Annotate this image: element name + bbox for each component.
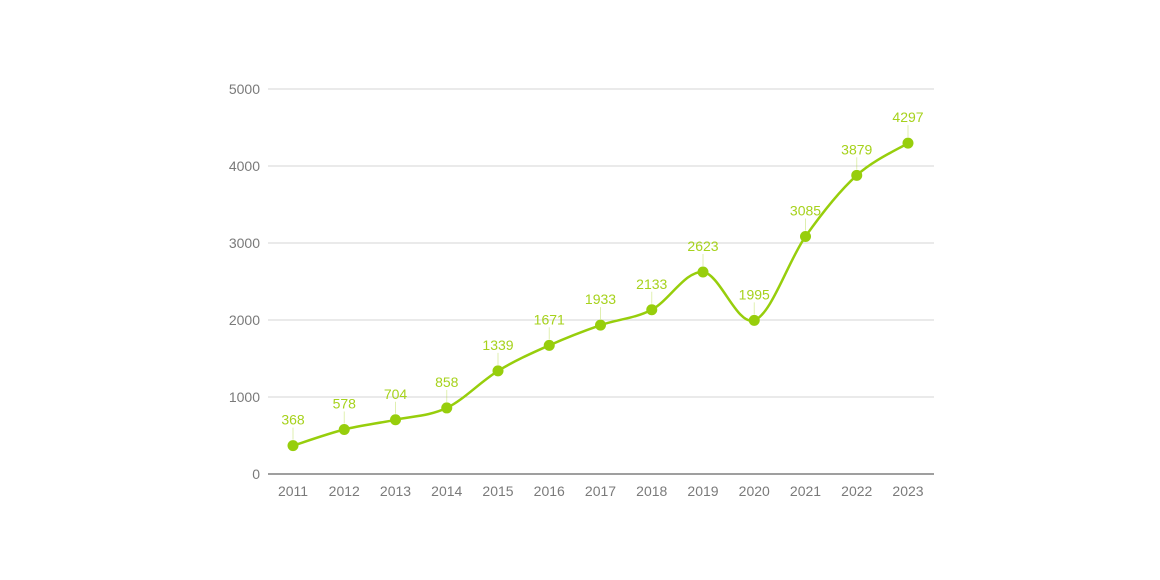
y-axis-ticks: 0 1000 2000 3000 4000 5000 xyxy=(229,81,260,482)
data-point xyxy=(697,266,709,278)
y-tick-label: 0 xyxy=(252,466,260,482)
data-point xyxy=(338,423,350,435)
data-label: 578 xyxy=(333,395,357,411)
y-tick-label: 4000 xyxy=(229,158,260,174)
data-point xyxy=(902,137,914,149)
x-tick-label: 2011 xyxy=(278,483,308,499)
x-tick-label: 2018 xyxy=(636,483,667,499)
data-labels: 368 578 704 858 1339 1671 1933 2133 2623 1995 3085… xyxy=(281,109,923,428)
y-tick-label: 1000 xyxy=(229,389,260,405)
data-point xyxy=(441,402,453,414)
data-point xyxy=(748,314,760,326)
x-tick-label: 2012 xyxy=(329,483,360,499)
y-tick-label: 5000 xyxy=(229,81,260,97)
x-tick-label: 2016 xyxy=(534,483,565,499)
data-label: 858 xyxy=(435,374,459,390)
data-label: 1995 xyxy=(739,286,770,302)
x-tick-label: 2017 xyxy=(585,483,616,499)
x-tick-label: 2021 xyxy=(790,483,821,499)
gridlines xyxy=(268,88,934,475)
data-label: 1933 xyxy=(585,291,616,307)
x-tick-label: 2015 xyxy=(482,483,513,499)
data-label: 368 xyxy=(281,412,305,428)
data-label: 3879 xyxy=(841,141,872,157)
x-tick-label: 2023 xyxy=(892,483,923,499)
data-point xyxy=(646,304,658,316)
data-label: 704 xyxy=(384,386,408,402)
data-label: 2623 xyxy=(687,238,718,254)
data-points xyxy=(287,137,914,452)
data-point xyxy=(287,440,299,452)
label-leaders xyxy=(292,125,909,440)
x-tick-label: 2022 xyxy=(841,483,872,499)
data-point xyxy=(390,414,401,426)
data-label: 2133 xyxy=(636,276,667,292)
x-tick-label: 2019 xyxy=(687,483,718,499)
y-tick-label: 2000 xyxy=(229,312,260,328)
data-point xyxy=(595,319,606,331)
y-tick-label: 3000 xyxy=(229,235,260,251)
x-tick-label: 2020 xyxy=(739,483,770,499)
data-point xyxy=(543,339,555,351)
x-axis-ticks: 2011 2012 2013 2014 2015 2016 2017 2018 2019 2020… xyxy=(278,483,924,499)
x-tick-label: 2013 xyxy=(380,483,411,499)
data-label: 3085 xyxy=(790,202,821,218)
data-label: 1339 xyxy=(482,337,513,353)
data-point xyxy=(800,230,811,242)
x-tick-label: 2014 xyxy=(431,483,462,499)
data-point xyxy=(851,169,863,181)
data-point xyxy=(492,365,504,377)
data-label: 1671 xyxy=(534,311,565,327)
data-label: 4297 xyxy=(892,109,923,125)
